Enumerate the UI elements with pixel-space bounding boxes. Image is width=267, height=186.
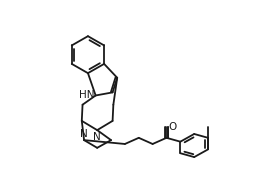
Text: O: O <box>168 122 176 132</box>
Text: N: N <box>93 132 101 142</box>
Text: N: N <box>80 129 88 139</box>
Text: HN: HN <box>78 90 94 100</box>
